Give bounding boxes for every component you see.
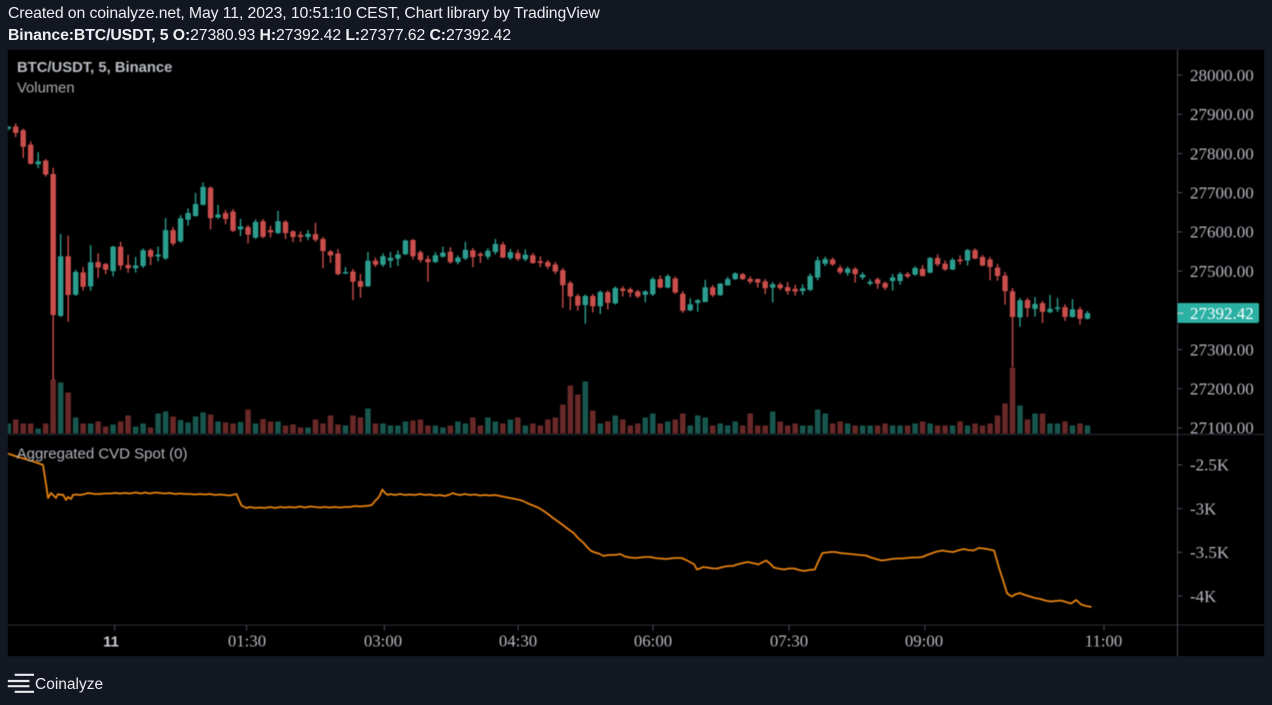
svg-text:Volumen: Volumen <box>17 81 75 97</box>
svg-text:27392.42: 27392.42 <box>1190 304 1254 323</box>
svg-text:27600.00: 27600.00 <box>1190 223 1254 242</box>
svg-text:27200.00: 27200.00 <box>1190 380 1254 399</box>
svg-text:27100.00: 27100.00 <box>1190 419 1254 438</box>
svg-text:11: 11 <box>103 633 119 650</box>
svg-text:06:00: 06:00 <box>634 632 672 651</box>
svg-text:27700.00: 27700.00 <box>1190 184 1254 203</box>
svg-text:Aggregated CVD Spot (0): Aggregated CVD Spot (0) <box>17 445 188 462</box>
svg-text:04:30: 04:30 <box>499 632 537 651</box>
svg-text:11:00: 11:00 <box>1085 632 1123 651</box>
svg-text:BTC/USDT, 5, Binance: BTC/USDT, 5, Binance <box>17 60 172 76</box>
svg-text:-2.5K: -2.5K <box>1190 456 1230 475</box>
svg-text:03:00: 03:00 <box>364 632 402 651</box>
svg-text:09:00: 09:00 <box>905 632 943 651</box>
svg-text:27900.00: 27900.00 <box>1190 105 1254 124</box>
svg-text:-4K: -4K <box>1190 587 1217 606</box>
svg-text:-3.5K: -3.5K <box>1190 543 1230 562</box>
svg-text:27300.00: 27300.00 <box>1190 340 1254 359</box>
svg-text:27800.00: 27800.00 <box>1190 144 1254 163</box>
svg-text:-3K: -3K <box>1190 499 1217 518</box>
svg-text:28000.00: 28000.00 <box>1190 66 1254 85</box>
svg-text:01:30: 01:30 <box>228 632 266 651</box>
svg-text:07:30: 07:30 <box>770 632 808 651</box>
svg-text:27500.00: 27500.00 <box>1190 262 1254 281</box>
